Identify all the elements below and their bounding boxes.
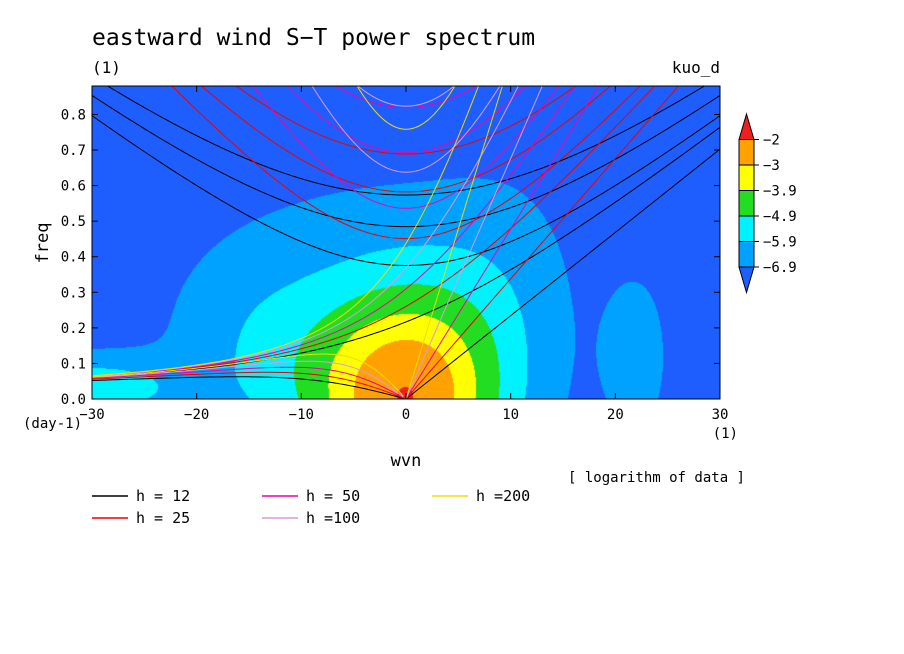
dispersion-curve-h50-1 <box>92 86 576 377</box>
dispersion-curve-h50-2 <box>252 86 560 209</box>
dispersion-curves <box>92 86 720 399</box>
dispersion-curve-h12-2 <box>92 115 720 266</box>
colorbar-segment <box>738 241 755 268</box>
y-axis-ticks: 0.0 0.1 0.2 0.3 0.4 0.5 0.6 0.7 0.8 <box>61 107 720 408</box>
dispersion-curve-h12-4 <box>106 86 706 196</box>
dispersion-curve-h25-5 <box>92 371 404 399</box>
colorbar-label: −2 <box>763 133 780 149</box>
dispersion-curve-h12-0 <box>405 148 720 399</box>
colorbar-label: −5.9 <box>763 235 797 251</box>
y-axis-unit: (day-1) <box>23 416 82 432</box>
colorbar-segment <box>738 190 755 217</box>
y-tick-label: 0.1 <box>61 356 86 372</box>
legend-label-h50: h = 50 <box>306 487 360 505</box>
legend-label-h100: h =100 <box>306 509 360 527</box>
dispersion-curve-h50-3 <box>286 86 526 154</box>
colorbar-label: −6.9 <box>763 260 797 276</box>
x-tick-label: −10 <box>289 407 314 423</box>
y-tick-label: 0.8 <box>61 107 86 123</box>
x-axis-label: wvn <box>391 451 422 471</box>
legend-label-h25: h = 25 <box>136 509 190 527</box>
colorbar-segment <box>738 139 755 166</box>
dispersion-curve-h25-2 <box>171 86 641 240</box>
y-tick-label: 0.3 <box>61 285 86 301</box>
dispersion-curve-h50-5 <box>92 366 404 399</box>
dispersion-curve-h50-4 <box>334 86 478 109</box>
colorbar-segment <box>738 164 755 191</box>
dispersion-curve-h12-5 <box>92 376 404 399</box>
dispersion-curve-h200-1 <box>92 86 480 377</box>
plot-area <box>91 85 721 400</box>
dispersion-curve-h100-3 <box>357 86 455 107</box>
colorbar: −2 −3 −3.9 −4.9 −5.9 −6.9 <box>738 112 797 295</box>
x-tick-label: −30 <box>79 407 104 423</box>
colorbar-label: −3 <box>763 158 780 174</box>
dispersion-curve-h100-0 <box>405 86 543 399</box>
x-axis-ticks: −30 −20 −10 0 10 20 30 <box>79 86 728 423</box>
dispersion-curve-h200-0 <box>405 86 503 399</box>
x-axis-unit: (1) <box>713 426 738 442</box>
dispersion-curve-h100-5 <box>92 360 404 398</box>
colorbar-top-arrow <box>738 112 755 140</box>
y-axis-label: freq <box>33 223 53 264</box>
dispersion-curve-h25-3 <box>200 86 612 193</box>
chart-subtitle-right: kuo_d <box>672 58 720 77</box>
x-tick-label: 0 <box>402 407 410 423</box>
y-tick-label: 0.4 <box>61 250 86 266</box>
dispersion-curve-h25-0 <box>405 86 680 399</box>
dispersion-curve-h50-0 <box>405 86 600 399</box>
legend: h = 12 h = 25 h = 50 h =100 h =200 <box>92 487 530 527</box>
legend-label-h12: h = 12 <box>136 487 190 505</box>
dispersion-curve-h100-2 <box>311 86 501 173</box>
dispersion-curve-h100-1 <box>92 86 519 377</box>
chart-title: eastward wind S−T power spectrum <box>92 25 535 51</box>
x-tick-label: 30 <box>712 407 729 423</box>
x-tick-label: 20 <box>607 407 624 423</box>
y-tick-label: 0.0 <box>61 392 86 408</box>
chart-subtitle-left: (1) <box>92 58 121 77</box>
dispersion-curve-h200-2 <box>356 86 456 130</box>
legend-label-h200: h =200 <box>476 487 530 505</box>
y-tick-label: 0.2 <box>61 321 86 337</box>
x-tick-label: −20 <box>184 407 209 423</box>
dispersion-curve-h25-4 <box>235 86 577 155</box>
x-tick-label: 10 <box>502 407 519 423</box>
colorbar-label: −4.9 <box>763 209 797 225</box>
y-tick-label: 0.7 <box>61 143 86 159</box>
data-note: [ logarithm of data ] <box>568 470 745 486</box>
colorbar-bottom-arrow <box>738 266 755 295</box>
colorbar-label: −3.9 <box>763 184 797 200</box>
dispersion-curve-h200-5 <box>92 353 404 397</box>
y-tick-label: 0.5 <box>61 214 86 230</box>
dispersion-curve-h25-1 <box>92 86 656 378</box>
y-tick-label: 0.6 <box>61 179 86 195</box>
dispersion-curve-h12-1 <box>92 126 720 378</box>
colorbar-segment <box>738 215 755 242</box>
